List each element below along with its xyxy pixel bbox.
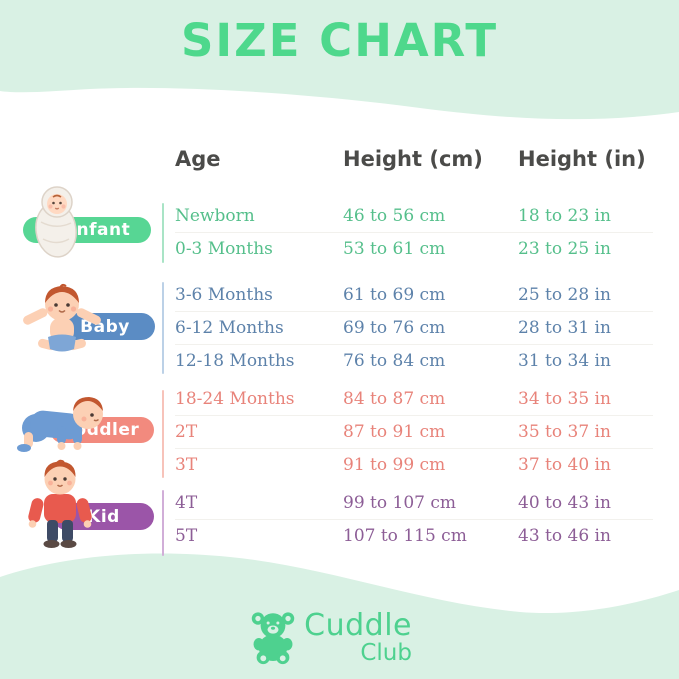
- height-in-cell: 37 to 40 in: [518, 455, 611, 475]
- height-in-cell: 25 to 28 in: [518, 285, 611, 305]
- page-title: SIZE CHART: [180, 14, 499, 67]
- age-cell: 2T: [175, 422, 198, 442]
- height-cm-cell: 53 to 61 cm: [343, 239, 446, 259]
- height-cm-cell: 46 to 56 cm: [343, 206, 446, 226]
- table-row: 2T 87 to 91 cm 35 to 37 in: [175, 416, 653, 449]
- crawling-toddler-illustration: [17, 397, 103, 452]
- age-cell: 0-3 Months: [175, 239, 273, 259]
- infant-group-rows: Newborn 46 to 56 cm 18 to 23 in 0-3 Mont…: [175, 200, 653, 265]
- top-wave-decoration: [0, 0, 679, 120]
- table-row: 6-12 Months 69 to 76 cm 28 to 31 in: [175, 312, 653, 345]
- brand-logo-text: Cuddle Club: [294, 609, 412, 665]
- baby-separator-line: [162, 282, 164, 374]
- sitting-baby-illustration: [23, 283, 101, 352]
- brand-name: Cuddle: [304, 608, 412, 643]
- kid-separator-line: [162, 490, 164, 556]
- swaddled-infant-illustration: [35, 186, 77, 258]
- height-in-cell: 43 to 46 in: [518, 526, 611, 546]
- infant-separator-line: [162, 203, 164, 263]
- height-in-cell: 18 to 23 in: [518, 206, 611, 226]
- table-row: 5T 107 to 115 cm 43 to 46 in: [175, 520, 653, 552]
- height-cm-cell: 61 to 69 cm: [343, 285, 446, 305]
- age-cell: 18-24 Months: [175, 389, 295, 409]
- age-cell: 5T: [175, 526, 198, 546]
- kid-group-label: Kid: [87, 506, 120, 527]
- table-row: 3T 91 to 99 cm 37 to 40 in: [175, 449, 653, 481]
- height-in-cell: 31 to 34 in: [518, 351, 611, 371]
- age-cell: 6-12 Months: [175, 318, 284, 338]
- table-header-row: Age Height (cm) Height (in): [175, 147, 659, 171]
- table-row: 4T 99 to 107 cm 40 to 43 in: [175, 487, 653, 520]
- height-in-cell: 40 to 43 in: [518, 493, 611, 513]
- toddler-group-rows: 18-24 Months 84 to 87 cm 34 to 35 in 2T …: [175, 383, 653, 481]
- age-cell: 3-6 Months: [175, 285, 273, 305]
- standing-kid-illustration: [28, 459, 92, 548]
- table-row: 12-18 Months 76 to 84 cm 31 to 34 in: [175, 345, 653, 377]
- age-cell: 3T: [175, 455, 198, 475]
- teddy-bear-icon: [251, 612, 295, 665]
- height-in-cell: 28 to 31 in: [518, 318, 611, 338]
- table-row: 18-24 Months 84 to 87 cm 34 to 35 in: [175, 383, 653, 416]
- infant-group-label: Infant: [69, 220, 131, 240]
- age-cell: Newborn: [175, 206, 255, 226]
- height-cm-cell: 99 to 107 cm: [343, 493, 456, 513]
- height-cm-cell: 76 to 84 cm: [343, 351, 446, 371]
- header-height-cm: Height (cm): [343, 147, 483, 171]
- table-row: 3-6 Months 61 to 69 cm 25 to 28 in: [175, 279, 653, 312]
- height-cm-cell: 84 to 87 cm: [343, 389, 446, 409]
- toddler-separator-line: [162, 390, 164, 478]
- height-cm-cell: 69 to 76 cm: [343, 318, 446, 338]
- brand-subname: Club: [360, 640, 412, 666]
- table-row: 0-3 Months 53 to 61 cm 23 to 25 in: [175, 233, 653, 265]
- height-in-cell: 34 to 35 in: [518, 389, 611, 409]
- header-height-in: Height (in): [518, 147, 646, 171]
- table-row: Newborn 46 to 56 cm 18 to 23 in: [175, 200, 653, 233]
- bottom-wave-decoration: [0, 553, 679, 679]
- height-cm-cell: 91 to 99 cm: [343, 455, 446, 475]
- header-age: Age: [175, 147, 221, 171]
- kid-group-rows: 4T 99 to 107 cm 40 to 43 in 5T 107 to 11…: [175, 487, 653, 552]
- height-cm-cell: 87 to 91 cm: [343, 422, 446, 442]
- height-in-cell: 35 to 37 in: [518, 422, 611, 442]
- height-in-cell: 23 to 25 in: [518, 239, 611, 259]
- age-cell: 12-18 Months: [175, 351, 295, 371]
- age-cell: 4T: [175, 493, 198, 513]
- height-cm-cell: 107 to 115 cm: [343, 526, 467, 546]
- baby-group-rows: 3-6 Months 61 to 69 cm 25 to 28 in 6-12 …: [175, 279, 653, 377]
